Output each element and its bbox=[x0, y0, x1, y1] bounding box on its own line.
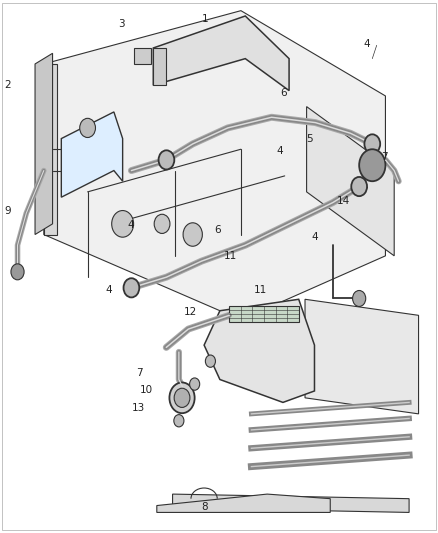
Circle shape bbox=[154, 214, 170, 233]
Circle shape bbox=[183, 223, 202, 246]
Text: 12: 12 bbox=[184, 307, 197, 317]
Text: 8: 8 bbox=[201, 503, 208, 512]
Circle shape bbox=[124, 278, 139, 297]
Text: 11: 11 bbox=[254, 286, 267, 295]
Circle shape bbox=[364, 134, 380, 154]
Polygon shape bbox=[61, 112, 123, 197]
Polygon shape bbox=[157, 494, 330, 512]
Circle shape bbox=[359, 149, 385, 181]
Text: 6: 6 bbox=[215, 225, 221, 235]
Text: 2: 2 bbox=[4, 80, 11, 90]
Circle shape bbox=[174, 388, 190, 407]
Text: 4: 4 bbox=[276, 147, 283, 156]
Text: 7: 7 bbox=[381, 152, 388, 162]
Circle shape bbox=[112, 211, 134, 237]
Text: 10: 10 bbox=[140, 385, 153, 395]
Text: 1: 1 bbox=[201, 14, 208, 24]
Circle shape bbox=[170, 383, 194, 413]
Polygon shape bbox=[44, 11, 385, 320]
Text: 4: 4 bbox=[105, 286, 112, 295]
Bar bbox=[230, 306, 299, 322]
Text: 4: 4 bbox=[311, 232, 318, 242]
Circle shape bbox=[190, 378, 200, 390]
Text: 9: 9 bbox=[4, 206, 11, 215]
Text: 13: 13 bbox=[131, 403, 145, 413]
Polygon shape bbox=[153, 16, 289, 91]
Text: 11: 11 bbox=[223, 251, 237, 261]
Circle shape bbox=[351, 177, 367, 196]
Bar bbox=[134, 48, 151, 64]
Text: 4: 4 bbox=[364, 39, 370, 49]
Polygon shape bbox=[44, 64, 57, 235]
Text: 3: 3 bbox=[118, 19, 125, 29]
Circle shape bbox=[353, 290, 366, 306]
Polygon shape bbox=[153, 48, 166, 85]
Text: 14: 14 bbox=[337, 196, 350, 206]
Circle shape bbox=[205, 355, 215, 367]
Circle shape bbox=[159, 150, 174, 169]
Text: 6: 6 bbox=[280, 88, 287, 98]
Text: 4: 4 bbox=[127, 221, 134, 230]
Polygon shape bbox=[35, 53, 53, 235]
Text: 5: 5 bbox=[307, 134, 313, 143]
Circle shape bbox=[174, 415, 184, 427]
Circle shape bbox=[80, 118, 95, 138]
Polygon shape bbox=[305, 300, 419, 414]
Polygon shape bbox=[307, 107, 394, 256]
Polygon shape bbox=[204, 300, 314, 402]
Polygon shape bbox=[173, 494, 409, 512]
Text: 7: 7 bbox=[136, 368, 142, 378]
Circle shape bbox=[11, 264, 24, 280]
